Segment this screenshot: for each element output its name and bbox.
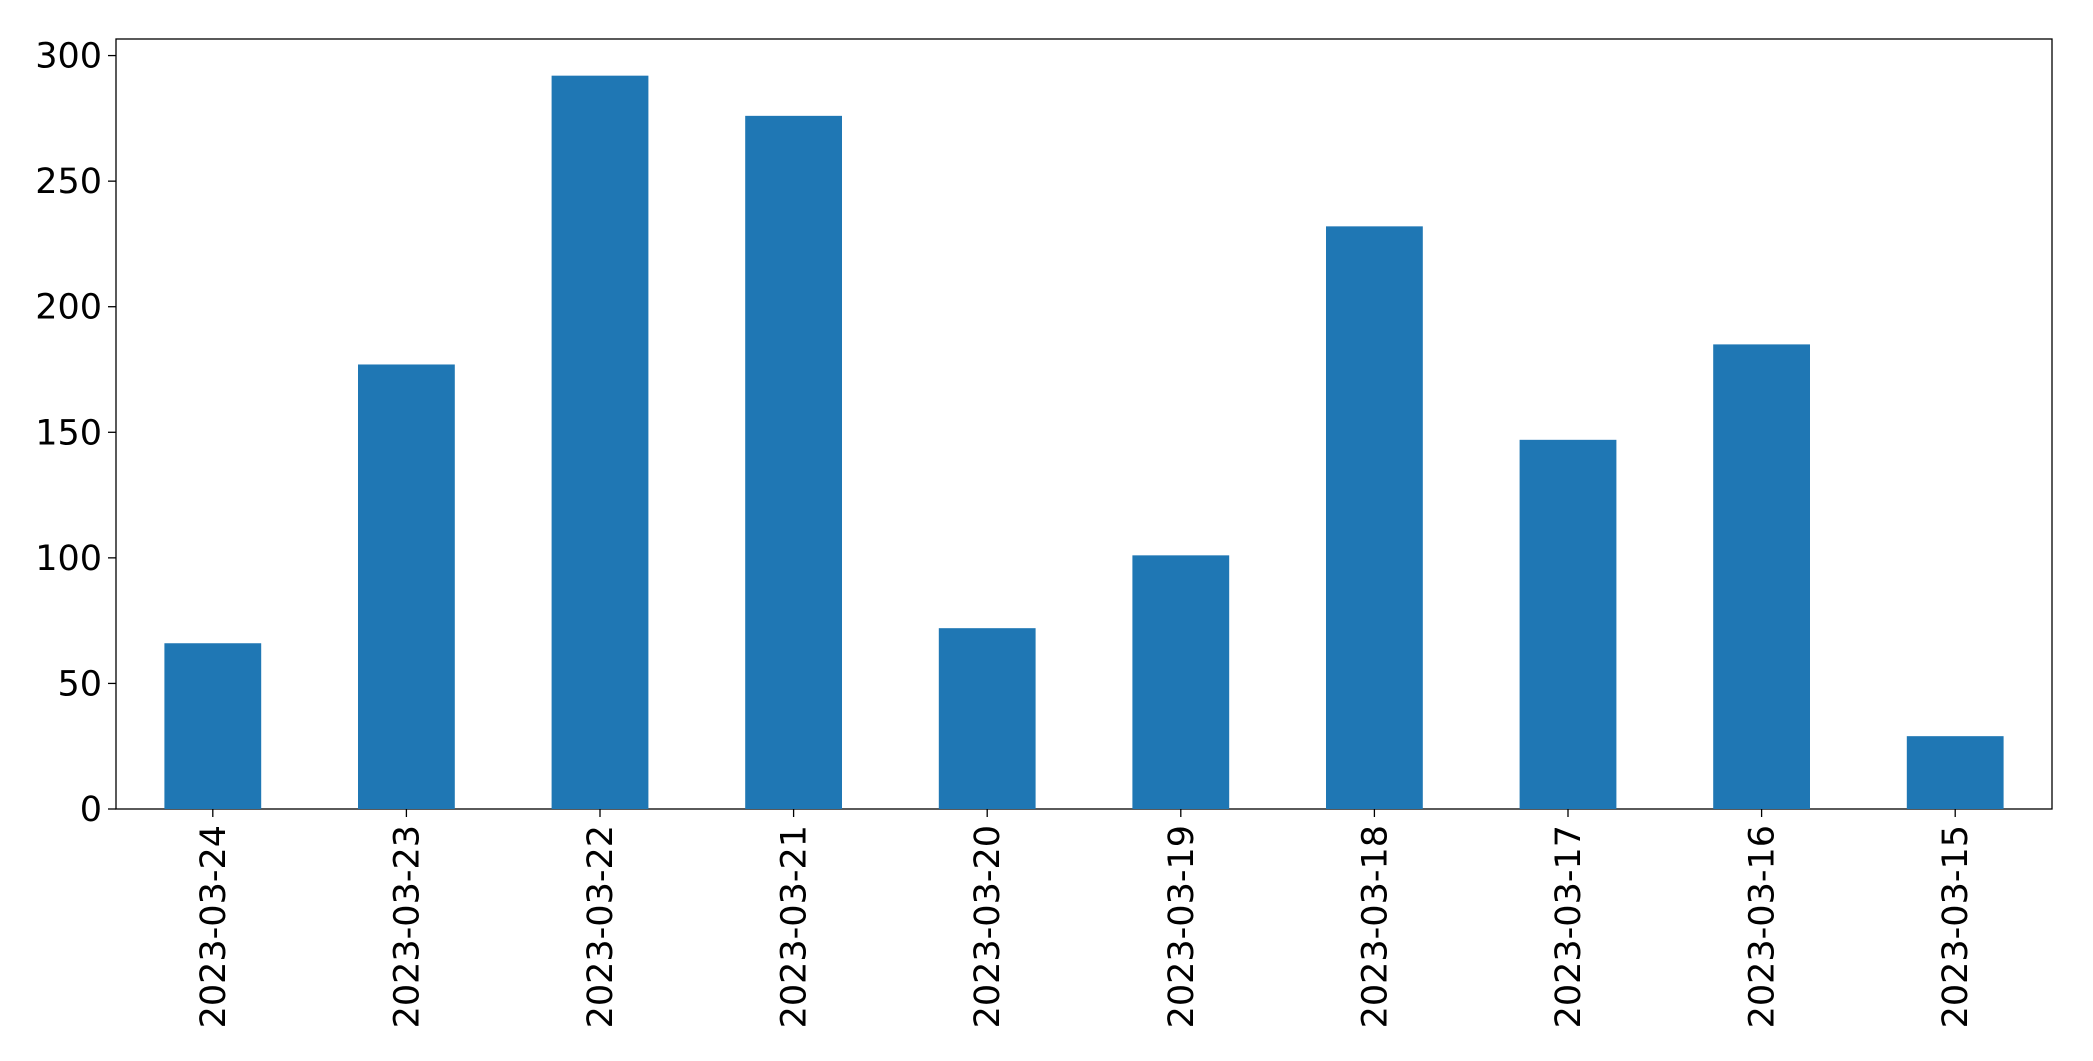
bar bbox=[938, 628, 1036, 809]
bar bbox=[1132, 555, 1230, 809]
bar bbox=[1906, 736, 2004, 809]
x-tick-label: 2023-03-24 bbox=[194, 825, 234, 1028]
x-tick-label: 2023-03-16 bbox=[1743, 825, 1783, 1028]
x-tick-label: 2023-03-18 bbox=[1355, 825, 1395, 1028]
y-tick-label: 200 bbox=[35, 288, 102, 328]
y-tick-label: 100 bbox=[35, 539, 102, 579]
x-tick-label: 2023-03-20 bbox=[968, 825, 1008, 1028]
bar bbox=[358, 364, 455, 809]
bar bbox=[1713, 344, 1810, 809]
x-tick-label: 2023-03-23 bbox=[387, 825, 427, 1028]
x-tick-label: 2023-03-17 bbox=[1549, 825, 1589, 1028]
x-tick-label: 2023-03-21 bbox=[775, 825, 815, 1028]
bar bbox=[551, 75, 649, 809]
y-tick-label: 50 bbox=[57, 664, 102, 704]
x-tick-label: 2023-03-22 bbox=[581, 825, 621, 1028]
bar bbox=[1519, 439, 1617, 809]
x-tick-label: 2023-03-19 bbox=[1162, 825, 1202, 1028]
bar bbox=[745, 115, 842, 810]
y-tick-label: 150 bbox=[35, 413, 102, 453]
y-tick-label: 300 bbox=[35, 37, 102, 77]
y-tick-label: 250 bbox=[35, 162, 102, 202]
plot-frame bbox=[115, 38, 2053, 810]
bar bbox=[164, 643, 262, 809]
y-tick-label: 0 bbox=[80, 790, 102, 830]
bar bbox=[1326, 226, 1423, 810]
x-tick-label: 2023-03-15 bbox=[1936, 825, 1976, 1028]
